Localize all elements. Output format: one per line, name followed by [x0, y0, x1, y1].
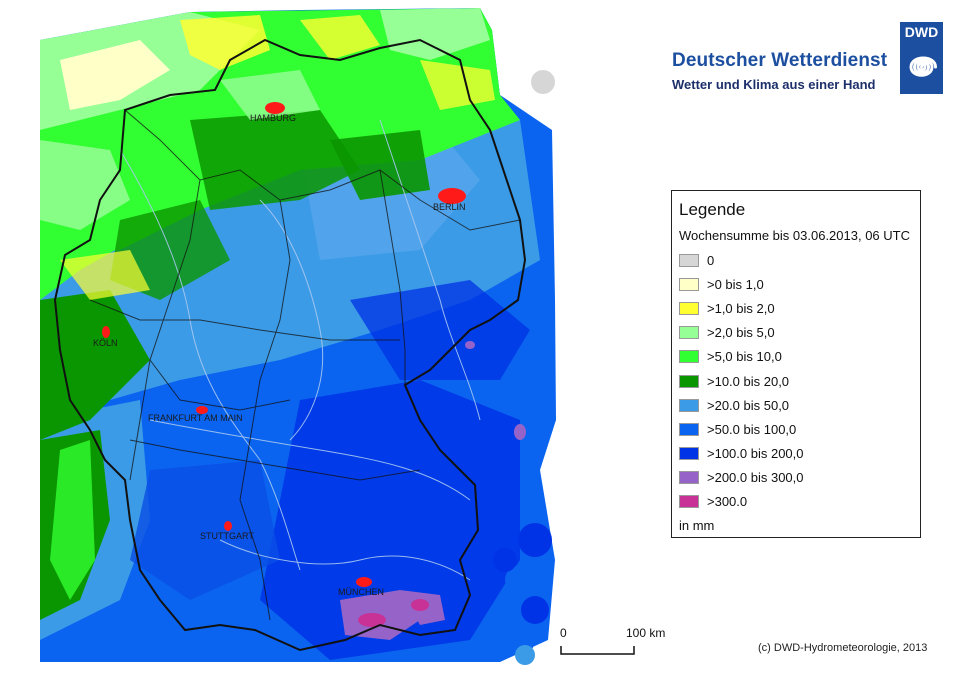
legend-item: >1,0 bis 2,0: [679, 296, 920, 320]
scale-start-label: 0: [560, 626, 567, 640]
scale-line: [560, 646, 635, 655]
legend-swatch: [679, 277, 699, 291]
legend-items: 0 >0 bis 1,0 >1,0 bis 2,0 >2,0 bis 5,0 >5,0 …: [679, 248, 920, 514]
legend-label: >0 bis 1,0: [707, 276, 764, 292]
legend-unit: in mm: [679, 518, 715, 534]
legend-item: >10.0 bis 20,0: [679, 369, 920, 393]
legend-item: >20.0 bis 50,0: [679, 393, 920, 417]
legend-swatch: [679, 326, 699, 340]
legend-swatch: [679, 447, 699, 461]
dwd-tagline: Wetter und Klima aus einer Hand: [672, 77, 876, 92]
legend-label: >100.0 bis 200,0: [707, 446, 804, 462]
legend-label: >20.0 bis 50,0: [707, 397, 790, 413]
legend-label: >300.0: [707, 494, 748, 510]
legend-swatch: [679, 422, 699, 436]
legend-swatch: [679, 398, 699, 412]
city-label-koeln: KÖLN: [93, 338, 118, 348]
copyright: (c) DWD-Hydrometeorologie, 2013: [758, 642, 928, 654]
spiral-icon: [909, 56, 937, 77]
scale-bar: 0 100 km: [560, 626, 665, 655]
legend-item: >0 bis 1,0: [679, 272, 920, 296]
legend-item: >200.0 bis 300,0: [679, 466, 920, 490]
legend: Legende Wochensumme bis 03.06.2013, 06 U…: [671, 190, 921, 538]
legend-label: >10.0 bis 20,0: [707, 373, 790, 389]
legend-swatch: [679, 253, 699, 267]
legend-item: >100.0 bis 200,0: [679, 442, 920, 466]
legend-item: 0: [679, 248, 920, 272]
scale-end-label: 100 km: [626, 626, 665, 640]
legend-label: >5,0 bis 10,0: [707, 349, 782, 365]
precipitation-map: HAMBURG BERLIN KÖLN FRANKFURT AM MAIN ST…: [40, 8, 556, 665]
legend-item: >2,0 bis 5,0: [679, 321, 920, 345]
legend-label: >50.0 bis 100,0: [707, 421, 797, 437]
legend-swatch: [679, 350, 699, 364]
legend-item: >50.0 bis 100,0: [679, 417, 920, 441]
city-label-muenchen: MÜNCHEN: [338, 587, 384, 597]
legend-label: 0: [707, 252, 715, 268]
legend-label: >2,0 bis 5,0: [707, 325, 775, 341]
city-label-frankfurt: FRANKFURT AM MAIN: [148, 413, 243, 423]
legend-swatch: [679, 374, 699, 388]
legend-swatch: [679, 471, 699, 485]
legend-item: >300.0: [679, 490, 920, 514]
legend-swatch: [679, 495, 699, 509]
legend-swatch: [679, 301, 699, 315]
dwd-title: Deutscher Wetterdienst: [672, 50, 888, 71]
city-label-berlin: BERLIN: [433, 202, 466, 212]
legend-label: >1,0 bis 2,0: [707, 300, 775, 316]
legend-label: >200.0 bis 300,0: [707, 470, 804, 486]
dwd-logo: DWD: [900, 22, 943, 94]
legend-title: Legende: [679, 200, 746, 219]
dwd-header: Deutscher Wetterdienst Wetter und Klima …: [672, 50, 887, 92]
city-label-stuttgart: STUTTGART: [200, 531, 254, 541]
legend-item: >5,0 bis 10,0: [679, 345, 920, 369]
city-label-hamburg: HAMBURG: [250, 113, 296, 123]
dwd-logo-text: DWD: [904, 24, 939, 40]
legend-subtitle: Wochensumme bis 03.06.2013, 06 UTC: [679, 228, 910, 243]
